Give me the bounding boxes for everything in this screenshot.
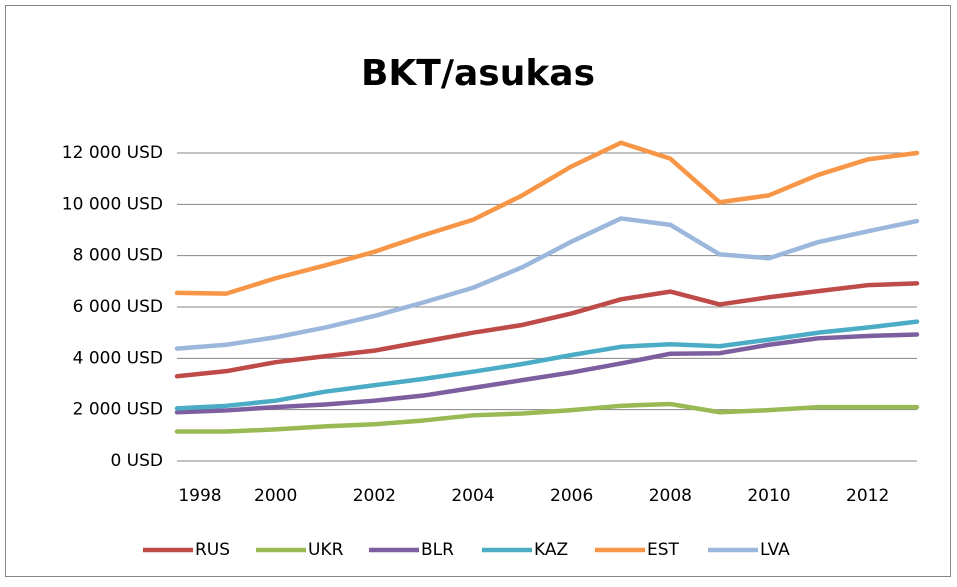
series-line [174,332,920,415]
x-tick-label: 2004 [451,486,494,506]
series-line [174,140,920,296]
x-tick-label: 2002 [353,486,396,506]
x-tick-label: 2012 [846,486,889,506]
x-tick-label: 2008 [649,486,692,506]
y-tick-label: 0 USD [110,451,163,471]
series-line [174,216,920,351]
series-line [174,319,920,411]
series-line [174,281,920,379]
x-tick-label: 2010 [747,486,790,506]
legend-label: LVA [760,540,790,560]
y-tick-label: 12 000 USD [62,143,163,163]
x-tick-label: 2000 [254,486,297,506]
x-tick-label: 2006 [550,486,593,506]
legend-label: BLR [421,540,454,560]
legend-label: RUS [195,540,230,560]
legend-label: KAZ [534,540,568,560]
series-line [174,401,920,434]
y-tick-label: 6 000 USD [73,297,163,317]
chart-title: BKT/asukas [361,53,595,94]
y-tick-label: 2 000 USD [73,400,163,420]
y-tick-label: 8 000 USD [73,246,163,266]
legend-label: UKR [308,540,344,560]
chart-border [5,5,951,577]
legend-label: EST [647,540,680,560]
y-tick-label: 10 000 USD [62,194,163,214]
y-tick-label: 4 000 USD [73,348,163,368]
x-tick-label: 1998 [178,486,221,506]
